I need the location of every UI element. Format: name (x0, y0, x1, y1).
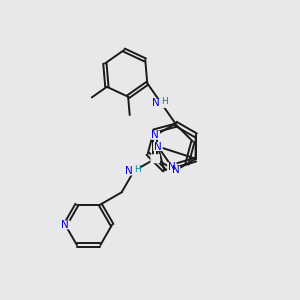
Text: N: N (152, 130, 159, 140)
Text: H: H (162, 98, 168, 106)
Text: N: N (168, 162, 176, 172)
FancyBboxPatch shape (155, 99, 167, 108)
FancyBboxPatch shape (171, 166, 180, 175)
FancyBboxPatch shape (60, 220, 70, 230)
Text: N: N (154, 142, 162, 152)
Text: N: N (125, 166, 132, 176)
FancyBboxPatch shape (128, 167, 140, 176)
Text: H: H (134, 165, 141, 174)
Text: N: N (152, 98, 160, 108)
FancyBboxPatch shape (153, 142, 163, 151)
FancyBboxPatch shape (167, 162, 177, 171)
FancyBboxPatch shape (150, 131, 160, 140)
Text: N: N (61, 220, 69, 230)
FancyBboxPatch shape (150, 154, 160, 163)
Text: N: N (172, 165, 179, 176)
